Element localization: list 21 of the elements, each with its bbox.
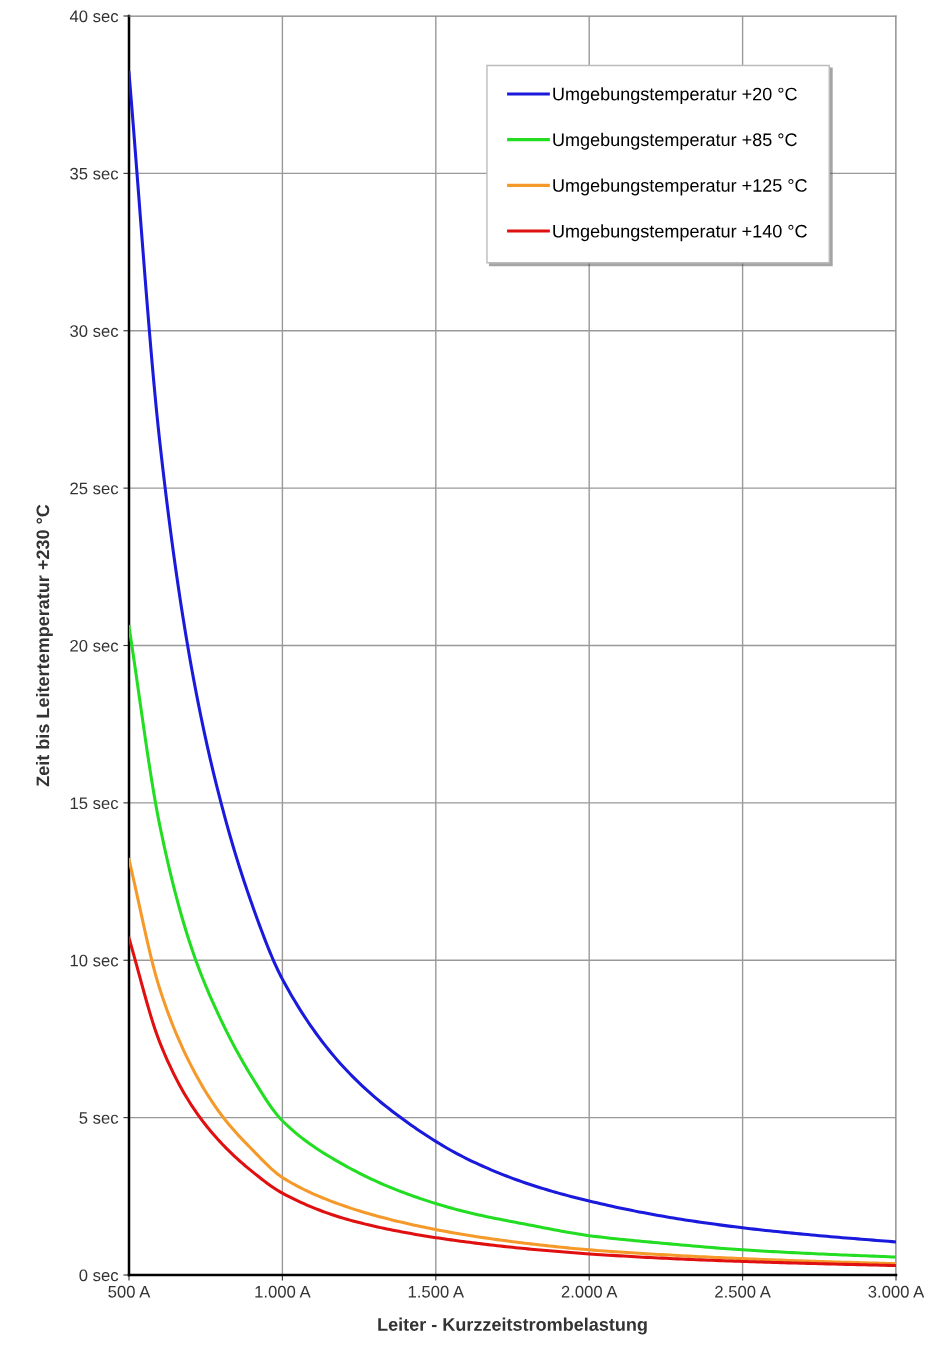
x-axis-title: Leiter - Kurzzeitstrombelastung xyxy=(378,1317,647,1335)
y-tick-label: 5 sec xyxy=(79,1112,119,1124)
legend-label: Umgebungstemperatur +85 °C xyxy=(553,132,797,150)
x-tick-label: 1.000 A xyxy=(255,1285,311,1298)
x-tick-label: 2.500 A xyxy=(715,1285,771,1298)
y-tick-label: 15 sec xyxy=(70,797,119,810)
y-axis-title: Zeit bis Leitertemperatur +230 °C xyxy=(35,504,53,787)
legend-label: Umgebungstemperatur +20 °C xyxy=(553,87,797,104)
y-tick-label: 20 sec xyxy=(70,639,119,652)
x-tick-label: 2.000 A xyxy=(561,1285,618,1298)
y-tick-label: 35 sec xyxy=(70,167,119,180)
legend-label: Umgebungstemperatur +140 °C xyxy=(553,224,807,242)
y-tick-label: 30 sec xyxy=(70,325,119,337)
y-tick-label: 0 sec xyxy=(79,1269,119,1282)
y-tick-label: 25 sec xyxy=(70,482,119,495)
x-tick-label: 3.000 A xyxy=(868,1285,925,1298)
legend-label: Umgebungstemperatur +125 °C xyxy=(553,178,807,196)
y-tick-label: 10 sec xyxy=(70,954,119,967)
x-tick-label: 500 A xyxy=(108,1285,151,1298)
x-tick-label: 1.500 A xyxy=(408,1285,465,1298)
y-tick-label: 40 sec xyxy=(69,10,119,23)
